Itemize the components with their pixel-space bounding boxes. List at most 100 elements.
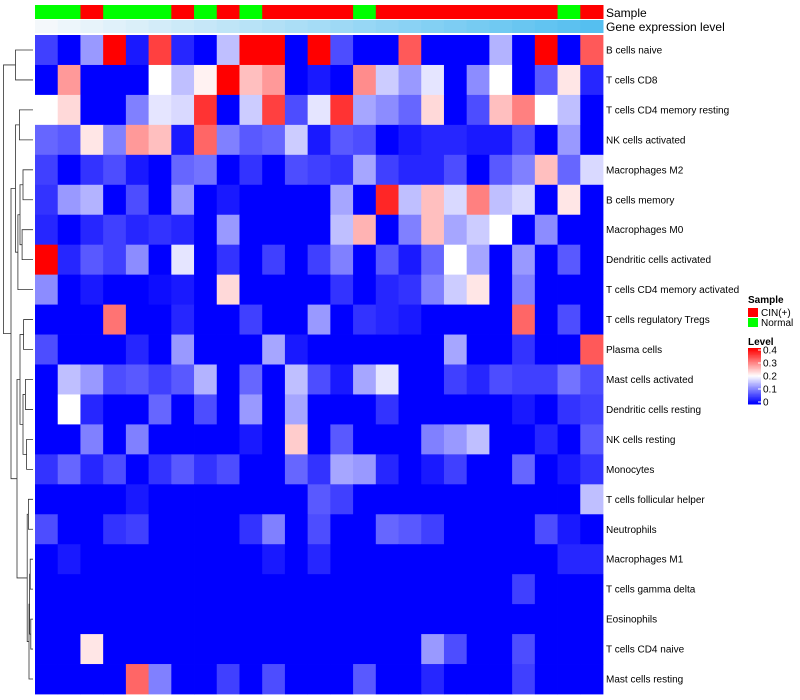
heatmap-cell — [171, 454, 195, 485]
row-label: B cells memory — [606, 195, 674, 206]
heatmap-cell — [557, 634, 581, 665]
heatmap-cell — [103, 544, 127, 575]
heatmap-cell — [35, 304, 59, 335]
heatmap-cell — [57, 364, 81, 395]
heatmap-cell — [284, 394, 309, 425]
heatmap-cell — [35, 64, 59, 96]
sample-annotation-cell — [489, 5, 513, 19]
heatmap-cell — [489, 214, 513, 246]
heatmap-cell — [148, 94, 172, 126]
legend-level-gradient-step — [748, 367, 761, 370]
heatmap-cell — [35, 35, 59, 66]
heatmap-cell — [353, 214, 377, 246]
heatmap-cell — [466, 514, 490, 545]
heatmap-cell — [57, 154, 81, 186]
heatmap-cell — [330, 154, 354, 186]
heatmap-cell — [148, 124, 172, 156]
heatmap-cell — [125, 274, 149, 305]
heatmap-cell — [421, 124, 445, 156]
heatmap-cell — [580, 514, 604, 545]
heatmap-cell — [125, 35, 149, 66]
heatmap-cell — [194, 94, 218, 126]
legend-level-gradient-step — [748, 356, 761, 359]
legend-level-tick-label: 0 — [763, 398, 769, 409]
heatmap-cell — [398, 154, 422, 186]
heatmap-cell — [375, 484, 399, 515]
legend-level-gradient-step — [748, 355, 761, 357]
legend-level-gradient-step — [748, 388, 761, 391]
heatmap-cell — [443, 634, 468, 665]
heatmap-cell — [125, 214, 149, 246]
heatmap-cell — [307, 544, 331, 575]
heatmap-cell — [125, 64, 149, 96]
heatmap-cell — [557, 604, 581, 635]
heatmap-cell — [398, 334, 422, 365]
dendrogram-branch — [29, 558, 33, 590]
sample-annotation-cell — [239, 5, 263, 19]
heatmap-cell — [239, 154, 263, 186]
heatmap-cell — [534, 64, 558, 96]
heatmap-cell — [557, 154, 581, 186]
legend-level-gradient-step — [748, 352, 761, 355]
heatmap-cell — [466, 244, 490, 276]
heatmap-cell — [398, 244, 422, 276]
heatmap-cell — [557, 364, 581, 395]
sample-annotation-cell — [80, 5, 104, 19]
heatmap-cell — [262, 634, 286, 665]
heatmap-cell — [239, 664, 263, 695]
heatmap-cell — [194, 574, 218, 605]
heatmap-cell — [171, 124, 195, 156]
sample-annotation-cell — [512, 5, 536, 19]
heatmap-cell — [171, 574, 195, 605]
heatmap-cell — [171, 484, 195, 515]
heatmap-cell — [262, 35, 286, 66]
expression-annotation-cell — [330, 20, 354, 33]
row-dendrogram — [3, 49, 33, 680]
heatmap-cell — [489, 484, 513, 515]
heatmap-cell — [375, 304, 399, 335]
heatmap-cell — [557, 664, 581, 695]
heatmap-cell — [239, 244, 263, 276]
legend-level-gradient-step — [748, 391, 761, 394]
heatmap-cell — [353, 274, 377, 305]
heatmap-cell — [57, 304, 81, 335]
heatmap-cell — [398, 184, 422, 216]
heatmap-cell — [262, 64, 286, 96]
heatmap-cell — [466, 94, 490, 126]
heatmap-cell — [512, 304, 536, 335]
heatmap-cell — [148, 35, 172, 66]
dendrogram-branch — [22, 394, 27, 455]
sample-annotation-cell — [194, 5, 218, 19]
heatmap-cell — [239, 364, 263, 395]
legend-level-gradient-step — [748, 402, 761, 405]
heatmap-cell — [307, 154, 331, 186]
heatmap-cell — [580, 634, 604, 665]
row-label: Neutrophils — [606, 525, 657, 536]
annotation-label-expression: Gene expression level — [606, 20, 725, 34]
row-label: T cells CD4 naive — [606, 645, 685, 656]
heatmap-cell — [353, 544, 377, 575]
heatmap-cell — [421, 274, 445, 305]
legend-level-gradient-step — [748, 394, 761, 397]
heatmap-cell — [466, 424, 490, 455]
heatmap-cell — [489, 94, 513, 126]
heatmap-cell — [125, 244, 149, 276]
row-label: Mast cells activated — [606, 375, 693, 386]
heatmap-cell — [489, 574, 513, 605]
heatmap-cell — [284, 124, 309, 156]
heatmap-cell — [512, 664, 536, 695]
heatmap-cell — [239, 184, 263, 216]
heatmap-cell — [216, 274, 240, 305]
heatmap-cell — [216, 604, 240, 635]
heatmap-cell — [330, 484, 354, 515]
heatmap-cell — [489, 274, 513, 305]
heatmap-cell — [80, 244, 104, 276]
expression-annotation-cell — [194, 20, 218, 33]
heatmap-cell — [148, 634, 172, 665]
heatmap-cell — [557, 544, 581, 575]
legend-level-tick-label: 0.2 — [763, 372, 777, 383]
heatmap-cell — [125, 184, 149, 216]
heatmap-cell — [353, 334, 377, 365]
heatmap-cell — [148, 484, 172, 515]
heatmap-cell — [216, 484, 240, 515]
